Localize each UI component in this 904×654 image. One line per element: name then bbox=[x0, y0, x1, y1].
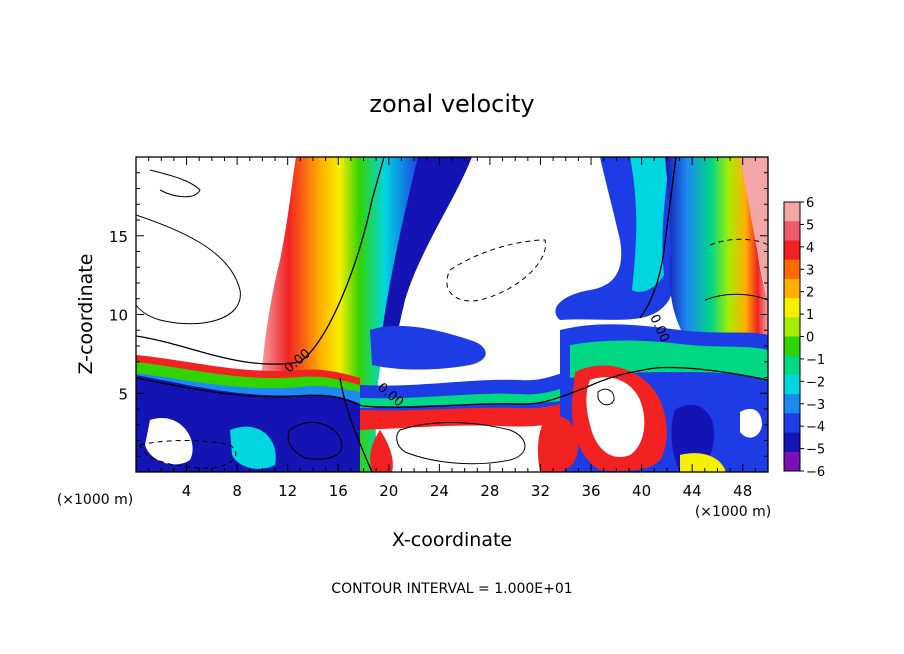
x-tick-label: 16 bbox=[329, 482, 348, 500]
y-tick-label: 15 bbox=[109, 228, 128, 246]
colorbar-swatch bbox=[784, 432, 800, 453]
x-unit-left: (×1000 m) bbox=[57, 492, 133, 508]
x-tick-label: 4 bbox=[182, 482, 192, 500]
colorbar-swatch bbox=[784, 240, 800, 261]
colorbar-swatch bbox=[784, 221, 800, 241]
colorbar-tick-label: 5 bbox=[806, 218, 814, 233]
colorbar-swatch bbox=[784, 298, 800, 318]
x-tick-label: 36 bbox=[581, 482, 600, 500]
colorbar-swatch bbox=[784, 394, 800, 414]
colorbar-tick-label: 0 bbox=[806, 331, 814, 346]
plot-field bbox=[136, 157, 768, 472]
y-axis-label: Z-coordinate bbox=[75, 254, 97, 375]
colorbar-tick-label: 4 bbox=[806, 241, 814, 256]
x-tick-label: 48 bbox=[733, 482, 752, 500]
x-tick-label: 8 bbox=[232, 482, 242, 500]
x-tick-label: 20 bbox=[379, 482, 398, 500]
colorbar-swatch bbox=[784, 317, 800, 337]
x-tick-label: 28 bbox=[480, 482, 499, 500]
x-axis-label: X-coordinate bbox=[392, 529, 512, 551]
colorbar-tick-label: −4 bbox=[806, 420, 825, 435]
contour-interval-note: CONTOUR INTERVAL = 1.000E+01 bbox=[331, 581, 572, 597]
colorbar-tick-label: −1 bbox=[806, 353, 825, 368]
colorbar-tick-label: −6 bbox=[806, 465, 825, 480]
colorbar-tick-label: −5 bbox=[806, 443, 825, 458]
colorbar-swatch bbox=[784, 374, 800, 395]
x-axis: 4 8 12 16 20 24 28 32 36 40 44 48 bbox=[148, 157, 756, 500]
colorbar-tick-label: 1 bbox=[806, 308, 814, 323]
y-tick-label: 10 bbox=[109, 307, 128, 325]
colorbar-swatch bbox=[784, 278, 800, 299]
colorbar-tick-label: −2 bbox=[806, 375, 825, 390]
y-axis: 5 10 15 bbox=[109, 172, 768, 457]
colorbar-swatch bbox=[784, 413, 800, 434]
colorbar-tick-label: 6 bbox=[806, 196, 814, 211]
colorbar-tick-label: 3 bbox=[806, 263, 814, 278]
colorbar-tick-label: −3 bbox=[806, 398, 825, 413]
colorbar: 6 5 4 3 2 1 0 −1 −2 −3 −4 −5 −6 bbox=[783, 196, 825, 480]
x-unit-right: (×1000 m) bbox=[695, 504, 771, 520]
colorbar-swatch bbox=[784, 202, 800, 222]
colorbar-swatch bbox=[784, 355, 800, 376]
x-tick-label: 12 bbox=[278, 482, 297, 500]
colorbar-swatch bbox=[784, 451, 800, 472]
x-tick-label: 24 bbox=[430, 482, 449, 500]
x-tick-label: 40 bbox=[632, 482, 651, 500]
colorbar-swatch bbox=[784, 336, 800, 357]
chart-title: zonal velocity bbox=[369, 90, 534, 118]
y-tick-label: 5 bbox=[118, 385, 128, 403]
colorbar-tick-label: 2 bbox=[806, 286, 814, 301]
colorbar-swatch bbox=[784, 259, 800, 280]
x-tick-label: 44 bbox=[683, 482, 702, 500]
x-tick-label: 32 bbox=[531, 482, 550, 500]
